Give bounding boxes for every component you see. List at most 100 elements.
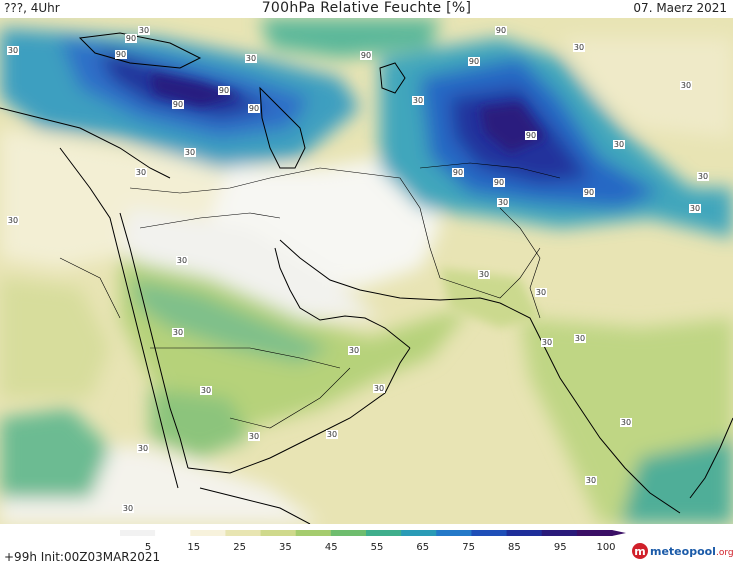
contour-label: 30 [200, 386, 212, 395]
legend-swatch [190, 530, 226, 536]
svg-text:30: 30 [139, 26, 149, 35]
contour-label: 30 [176, 256, 188, 265]
legend-tick-label: 5 [145, 542, 151, 553]
field-teal-southeast [620, 438, 733, 524]
legend-swatches [120, 530, 626, 536]
contour-label: 30 [7, 46, 19, 55]
coast-arabia-south [187, 347, 411, 474]
svg-text:30: 30 [327, 430, 337, 439]
legend-tick-label: 100 [596, 542, 615, 553]
svg-text:90: 90 [453, 168, 463, 177]
coast-aral [379, 62, 406, 94]
legend-tick-label: 25 [233, 542, 246, 553]
contour-label: 90 [468, 57, 480, 66]
contour-label: 90 [525, 131, 537, 140]
contour-label: 30 [138, 26, 150, 35]
svg-text:30: 30 [479, 270, 489, 279]
svg-text:30: 30 [536, 288, 546, 297]
svg-text:30: 30 [177, 256, 187, 265]
svg-text:30: 30 [173, 328, 183, 337]
field-teal-arabia [130, 278, 330, 363]
legend-swatch [506, 530, 543, 536]
legend-ticks: 5 15 25 35 45 55 65 75 85 95 100 [145, 542, 616, 553]
contour-label: 30 [326, 430, 338, 439]
svg-text:30: 30 [185, 148, 195, 157]
legend-tick-label: 85 [508, 542, 521, 553]
svg-text:30: 30 [246, 54, 256, 63]
contour-label: 30 [680, 81, 692, 90]
legend-bar: 5 15 25 35 45 55 65 75 85 95 100 [120, 530, 626, 553]
border-5 [439, 247, 541, 299]
contour-label: 30 [184, 148, 196, 157]
svg-text:30: 30 [413, 96, 423, 105]
coast-india-west [499, 302, 681, 514]
svg-text:30: 30 [542, 338, 552, 347]
coast-india-east [689, 417, 733, 499]
contour-label: 90 [218, 86, 230, 95]
contour-label: 30 [245, 54, 257, 63]
meteopool-logo[interactable]: m meteopool.org [632, 543, 733, 559]
svg-text:30: 30 [136, 168, 146, 177]
legend-swatch [295, 530, 332, 536]
legend-arrow [612, 530, 626, 536]
contour-label: 30 [697, 172, 709, 181]
legend-swatch [471, 530, 508, 536]
field-light-east [560, 38, 733, 138]
legend-swatch [120, 530, 156, 536]
logo-suffix: .org [715, 547, 733, 558]
legend-tick-label: 75 [462, 542, 475, 553]
forecast-time-label: ???, 4Uhr [4, 1, 60, 15]
svg-text:30: 30 [374, 384, 384, 393]
humidity-field [0, 18, 733, 524]
svg-text:30: 30 [586, 476, 596, 485]
legend-swatch [225, 530, 262, 536]
logo-main: meteopool [650, 544, 716, 558]
legend-tick-label: 55 [371, 542, 384, 553]
field-violet-core [480, 103, 545, 153]
forecast-date: 07. Maerz 2021 [633, 1, 727, 15]
legend-swatch [366, 530, 402, 536]
field-green-africa [0, 278, 110, 398]
contour-label: 30 [135, 168, 147, 177]
contour-label: 30 [412, 96, 424, 105]
svg-text:30: 30 [349, 346, 359, 355]
contour-label: 30 [348, 346, 360, 355]
svg-text:90: 90 [584, 188, 594, 197]
coast-gulf [274, 247, 411, 349]
contour-label: 90 [452, 168, 464, 177]
humidity-map: 30 30 90 90 90 90 90 30 90 90 90 30 30 9… [0, 18, 733, 524]
contour-label: 90 [125, 34, 137, 43]
svg-text:30: 30 [575, 334, 585, 343]
contour-label: 30 [7, 216, 19, 225]
map-title: 700hPa Relative Feuchte [%] [261, 0, 472, 16]
svg-text:90: 90 [496, 26, 506, 35]
contour-label: 30 [613, 140, 625, 149]
contour-label: 90 [172, 100, 184, 109]
field-teal-top [260, 18, 440, 58]
contour-label: 30 [478, 270, 490, 279]
legend-tick-label: 65 [416, 542, 429, 553]
border-9 [59, 257, 121, 319]
contour-label: 90 [495, 26, 507, 35]
legend-swatch [436, 530, 472, 536]
contour-label: 30 [541, 338, 553, 347]
svg-text:30: 30 [574, 43, 584, 52]
contour-label: 30 [620, 418, 632, 427]
legend-swatch [401, 530, 437, 536]
contour-label: 30 [535, 288, 547, 297]
coast-med [0, 107, 171, 179]
contour-label: 90 [360, 51, 372, 60]
coast-somalia [199, 487, 311, 524]
svg-text:30: 30 [8, 216, 18, 225]
border-8 [229, 367, 351, 429]
svg-text:90: 90 [494, 178, 504, 187]
svg-text:30: 30 [8, 46, 18, 55]
color-legend: 5 15 25 35 45 55 65 75 85 95 100 [0, 524, 733, 566]
contour-label: 30 [137, 444, 149, 453]
contour-label: 90 [493, 178, 505, 187]
legend-swatch [155, 530, 191, 536]
coastlines [0, 32, 733, 524]
svg-text:30: 30 [614, 140, 624, 149]
field-navy-core [150, 73, 240, 106]
